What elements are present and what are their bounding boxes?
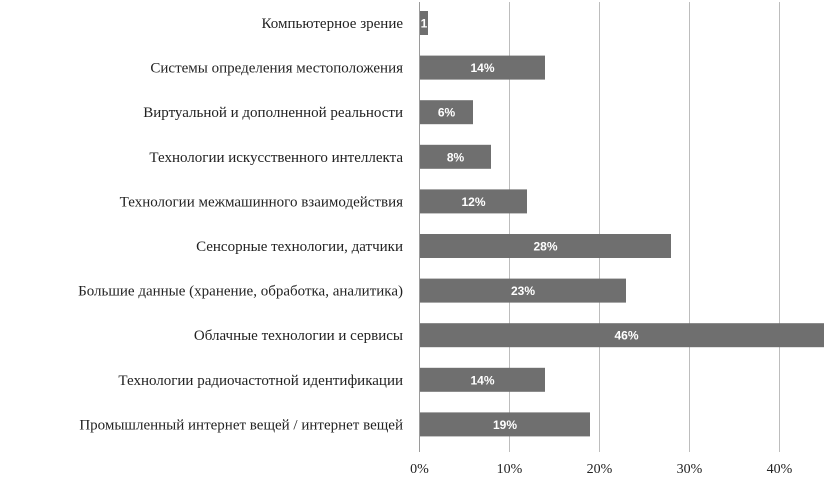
category-label: Виртуальной и дополненной реальности <box>143 105 403 121</box>
bar <box>420 234 671 258</box>
category-label: Технологии радиочастотной идентификации <box>118 373 403 389</box>
category-label: Большие данные (хранение, обработка, ана… <box>78 284 403 300</box>
bar <box>420 278 626 303</box>
x-tick-label: 40% <box>767 462 793 477</box>
x-tick-label: 30% <box>677 462 703 477</box>
category-label: Технологии межмашинного взаимодействия <box>120 194 403 210</box>
data-label: 8% <box>447 150 465 164</box>
data-label: 14% <box>470 373 494 387</box>
category-label: Облачные технологии и сервисы <box>194 328 403 344</box>
data-label: 46% <box>614 329 638 343</box>
category-label: Компьютерное зрение <box>262 16 404 32</box>
data-label: 1 <box>421 17 428 31</box>
x-tick-label: 20% <box>587 462 613 477</box>
category-label: Промышленный интернет вещей / интернет в… <box>79 417 403 433</box>
bar <box>420 55 545 80</box>
bar <box>420 144 491 169</box>
data-label: 12% <box>461 195 485 209</box>
x-tick-label: 0% <box>410 462 429 477</box>
bar <box>420 323 824 348</box>
bar <box>420 100 473 125</box>
category-label: Системы определения местоположения <box>150 61 403 77</box>
bar <box>420 189 527 214</box>
data-label: 23% <box>511 284 535 298</box>
bar <box>420 367 545 392</box>
data-label: 14% <box>470 61 494 75</box>
category-label: Технологии искусственного интеллекта <box>149 150 403 166</box>
bar <box>420 412 590 437</box>
data-label: 19% <box>493 418 517 432</box>
data-label: 6% <box>438 106 456 120</box>
category-label: Сенсорные технологии, датчики <box>196 239 403 255</box>
bar <box>420 11 428 35</box>
data-label: 28% <box>533 240 557 254</box>
x-tick-label: 10% <box>497 462 523 477</box>
